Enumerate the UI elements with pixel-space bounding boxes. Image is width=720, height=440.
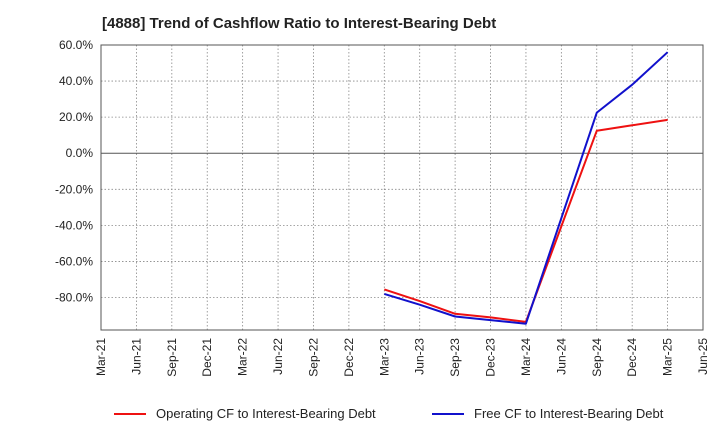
x-tick-label: Jun-23 xyxy=(413,338,427,375)
x-tick-label: Sep-21 xyxy=(165,338,179,377)
x-tick-label: Sep-22 xyxy=(306,338,320,377)
y-tick-labels: 60.0% 40.0% 20.0% 0.0% -20.0% -40.0% -60.0% -80… xyxy=(55,38,93,305)
x-tick-label: Dec-21 xyxy=(200,338,214,377)
y-tick-label: 0.0% xyxy=(66,146,94,160)
y-tick-label: 20.0% xyxy=(59,110,93,124)
x-tick-label: Mar-24 xyxy=(519,338,533,376)
legend-swatch-free-cf xyxy=(432,412,464,415)
chart-title: [4888] Trend of Cashflow Ratio to Intere… xyxy=(102,15,497,32)
legend-swatch-operating-cf xyxy=(114,412,146,415)
x-tick-label: Sep-23 xyxy=(448,338,462,377)
legend-item-operating-cf: Operating CF to Interest-Bearing Debt xyxy=(114,406,376,421)
y-tick-label: 40.0% xyxy=(59,74,93,88)
grid-layer xyxy=(100,44,704,330)
x-tick-label: Jun-22 xyxy=(271,338,285,375)
x-tick-label: Jun-24 xyxy=(554,338,568,375)
y-tick-label: 60.0% xyxy=(59,38,93,52)
x-tick-label: Mar-25 xyxy=(661,338,675,376)
legend-label-free-cf: Free CF to Interest-Bearing Debt xyxy=(474,406,664,421)
x-tick-label: Mar-22 xyxy=(236,338,250,376)
y-tick-label: -40.0% xyxy=(55,218,93,232)
legend-item-free-cf: Free CF to Interest-Bearing Debt xyxy=(432,406,663,421)
axes-layer xyxy=(100,44,704,331)
y-tick-label: -60.0% xyxy=(55,254,93,268)
x-tick-label: Jun-21 xyxy=(129,338,143,375)
y-tick-label: -20.0% xyxy=(55,182,93,196)
series-line-operating-cf xyxy=(383,118,668,323)
x-tick-label: Mar-23 xyxy=(377,338,391,376)
x-tick-label: Sep-24 xyxy=(590,338,604,377)
series-line-free-cf xyxy=(384,51,669,325)
x-tick-label: Jun-25 xyxy=(696,338,710,375)
x-tick-label: Dec-23 xyxy=(484,338,498,377)
plot-frame xyxy=(100,44,704,331)
x-tick-labels: Mar-21 Jun-21 Sep-21 Dec-21 Mar-22 Jun-22 Sep-… xyxy=(94,338,710,377)
x-tick-label: Mar-21 xyxy=(94,338,108,376)
plot-area xyxy=(101,45,703,330)
x-tick-label: Dec-24 xyxy=(625,338,639,377)
series-layer xyxy=(383,51,669,325)
y-tick-label: -80.0% xyxy=(55,291,93,305)
x-tick-label: Dec-22 xyxy=(342,338,356,377)
legend-label-operating-cf: Operating CF to Interest-Bearing Debt xyxy=(156,406,376,421)
